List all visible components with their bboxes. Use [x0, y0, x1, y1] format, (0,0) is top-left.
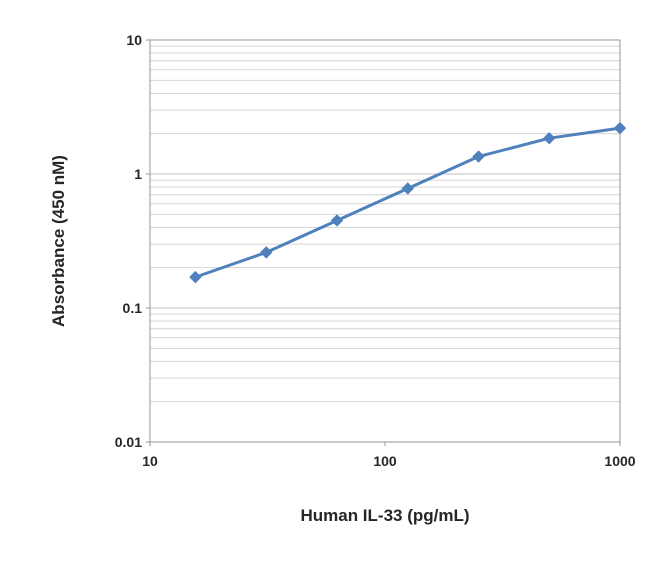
- svg-text:10: 10: [126, 32, 142, 48]
- data-point-marker: [330, 214, 344, 227]
- x-axis-title: Human IL-33 (pg/mL): [300, 506, 470, 525]
- axes: [149, 39, 621, 443]
- y-axis-tick-labels: 10 1 0.1 0.01: [115, 32, 150, 450]
- svg-text:10: 10: [142, 453, 158, 469]
- svg-text:1: 1: [134, 166, 142, 182]
- data-series: [189, 121, 627, 284]
- data-point-marker: [401, 182, 414, 195]
- svg-text:0.1: 0.1: [123, 300, 143, 316]
- data-point-marker: [613, 121, 627, 135]
- data-point-marker: [189, 270, 202, 284]
- svg-text:100: 100: [373, 453, 397, 469]
- data-point-marker: [472, 150, 485, 163]
- data-point-marker: [543, 131, 556, 145]
- gridlines: [150, 45, 620, 403]
- svg-text:0.01: 0.01: [115, 434, 142, 450]
- x-axis-tick-labels: 10 100 1000: [142, 442, 636, 469]
- svg-text:1000: 1000: [604, 453, 635, 469]
- data-point-marker: [260, 246, 273, 259]
